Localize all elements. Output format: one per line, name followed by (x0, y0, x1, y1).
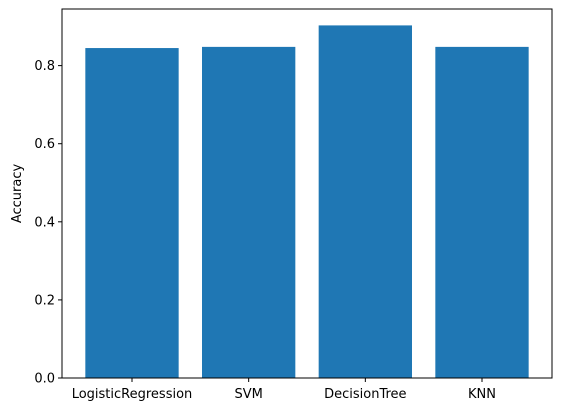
axes-layer (61, 8, 553, 379)
bar-knn (435, 46, 529, 378)
y-tick-label: 0.2 (34, 293, 55, 308)
bars-layer (85, 25, 529, 379)
x-tick-label: KNN (468, 387, 496, 402)
y-tick-label: 0.4 (34, 215, 55, 230)
bar-decisiontree (318, 25, 412, 379)
y-axis-label: Accuracy (10, 164, 25, 224)
y-tick-label: 0.6 (34, 137, 55, 152)
x-tick-label: SVM (234, 387, 262, 402)
x-tick-label: DecisionTree (324, 387, 406, 402)
ticks-layer: LogisticRegression SVM DecisionTree KNN 0.0 0… (34, 59, 496, 402)
y-tick-label: 0.8 (34, 59, 55, 74)
plot-frame (61, 8, 553, 379)
x-tick-label: LogisticRegression (72, 387, 193, 402)
bar-logisticregression (85, 48, 179, 379)
bar-svm (202, 46, 296, 378)
y-tick-label: 0.0 (34, 372, 55, 387)
